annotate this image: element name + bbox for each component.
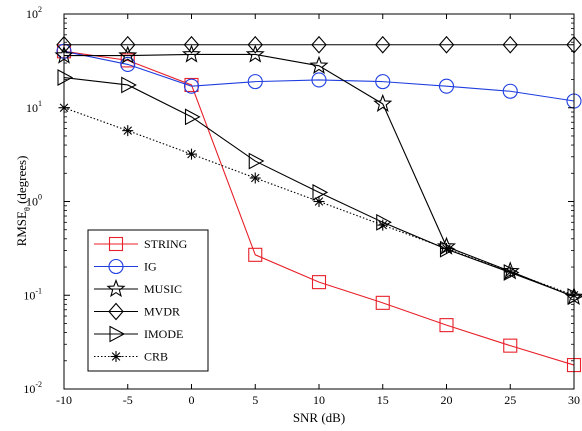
data-point-imode (503, 264, 520, 281)
y-tick-label: 10-1 (23, 286, 42, 302)
legend-marker-string (108, 236, 124, 252)
data-point-crb (313, 196, 325, 207)
legend-item-mvdr: MVDR (94, 302, 180, 321)
y-axis-title-subscript: θ (23, 207, 32, 211)
data-point-crb (504, 266, 516, 278)
asterisk-stroke (314, 197, 324, 206)
data-point-ig (120, 56, 136, 72)
data-point-string (311, 275, 327, 290)
legend-marker-imode (109, 325, 126, 343)
series-line-ig (63, 50, 575, 102)
data-point-ig (311, 72, 327, 88)
asterisk-stroke (378, 220, 388, 230)
data-point-ig (502, 83, 518, 99)
legend-item-ig: IG (94, 258, 157, 275)
data-point-imode (312, 183, 329, 201)
data-point-ig (438, 78, 455, 94)
y-axis-title: RMSEθ (degrees) (14, 156, 32, 247)
x-tick-label: 30 (568, 393, 580, 407)
data-point-ig (247, 74, 263, 90)
data-point-music (118, 45, 138, 64)
data-point-mvdr (120, 35, 136, 54)
legend-label-music: MUSIC (144, 282, 182, 296)
data-point-crb (441, 243, 452, 255)
data-point-imode (57, 69, 74, 86)
data-point-imode (184, 108, 201, 126)
x-tick-label: -5 (123, 393, 133, 407)
y-axis-title-suffix: (degrees) (14, 156, 29, 208)
x-tick-label: 25 (504, 393, 516, 407)
data-point-string (120, 53, 135, 68)
asterisk-stroke (111, 352, 121, 361)
data-point-crb (186, 148, 197, 160)
legend-item-string: STRING (94, 236, 188, 252)
data-point-music (245, 44, 265, 63)
data-point-music (181, 44, 202, 63)
asterisk-stroke (505, 267, 515, 277)
x-tick-label: 0 (189, 393, 195, 407)
data-point-mvdr (247, 35, 263, 54)
x-tick-label: -10 (56, 393, 72, 407)
data-point-string (503, 338, 518, 353)
data-point-string (439, 318, 454, 333)
asterisk-stroke (123, 126, 133, 135)
legend-box (87, 229, 209, 372)
series-line-music (64, 53, 575, 298)
data-point-imode (121, 76, 137, 94)
axes-layer: -10 -5 0 5 10 15 20 25 30 10-2 10-1 100 101 102 (23, 5, 580, 407)
y-tick-label: 100 (26, 193, 42, 209)
legend-item-crb: CRB (94, 350, 168, 364)
data-point-mvdr (311, 35, 327, 54)
asterisk-stroke (442, 244, 451, 253)
data-point-ig (183, 78, 200, 94)
legend-label-imode: IMODE (144, 327, 183, 341)
data-point-mvdr (438, 35, 455, 54)
legend-item-music: MUSIC (94, 278, 182, 298)
data-point-imode (567, 288, 582, 305)
data-point-crb (249, 172, 261, 184)
data-point-music (309, 55, 329, 74)
x-tick-label: 5 (252, 393, 258, 407)
legend-label-ig: IG (144, 260, 157, 274)
data-point-string (248, 247, 263, 262)
legend-item-imode: IMODE (94, 325, 183, 343)
legend-marker-crb (110, 351, 122, 362)
y-tick-label: 10-2 (23, 380, 42, 396)
data-point-imode (248, 152, 265, 170)
series-line-crb (63, 107, 575, 296)
x-tick-label: 15 (377, 393, 389, 407)
x-tick-label: 20 (441, 393, 453, 407)
asterisk-stroke (250, 173, 260, 183)
x-tick-label: 10 (313, 393, 325, 407)
legend: STRING IG MUSIC MVDR IMODE CRB (87, 229, 209, 372)
y-tick-label: 102 (26, 5, 42, 21)
data-point-string (375, 295, 390, 310)
data-point-crb (122, 125, 134, 137)
data-point-crb (377, 219, 389, 231)
data-point-music (373, 93, 393, 113)
data-point-mvdr (375, 35, 391, 54)
legend-marker-music (106, 278, 126, 298)
legend-marker-ig (108, 258, 124, 275)
data-point-mvdr (502, 35, 518, 54)
asterisk-stroke (187, 149, 196, 159)
legend-label-mvdr: MVDR (144, 305, 180, 319)
series-line-imode (63, 76, 575, 298)
series-line-string (63, 50, 575, 366)
y-axis-title-base: RMSE (14, 211, 29, 246)
data-point-ig (375, 74, 391, 90)
x-axis-title: SNR (dB) (293, 410, 345, 425)
legend-marker-mvdr (108, 302, 124, 321)
series-layer (54, 35, 582, 373)
series-mvdr (56, 35, 582, 54)
data-point-imode (439, 240, 456, 258)
legend-label-crb: CRB (144, 350, 168, 364)
y-tick-label: 101 (26, 99, 42, 115)
legend-label-string: STRING (144, 237, 188, 251)
data-point-mvdr (183, 35, 200, 54)
